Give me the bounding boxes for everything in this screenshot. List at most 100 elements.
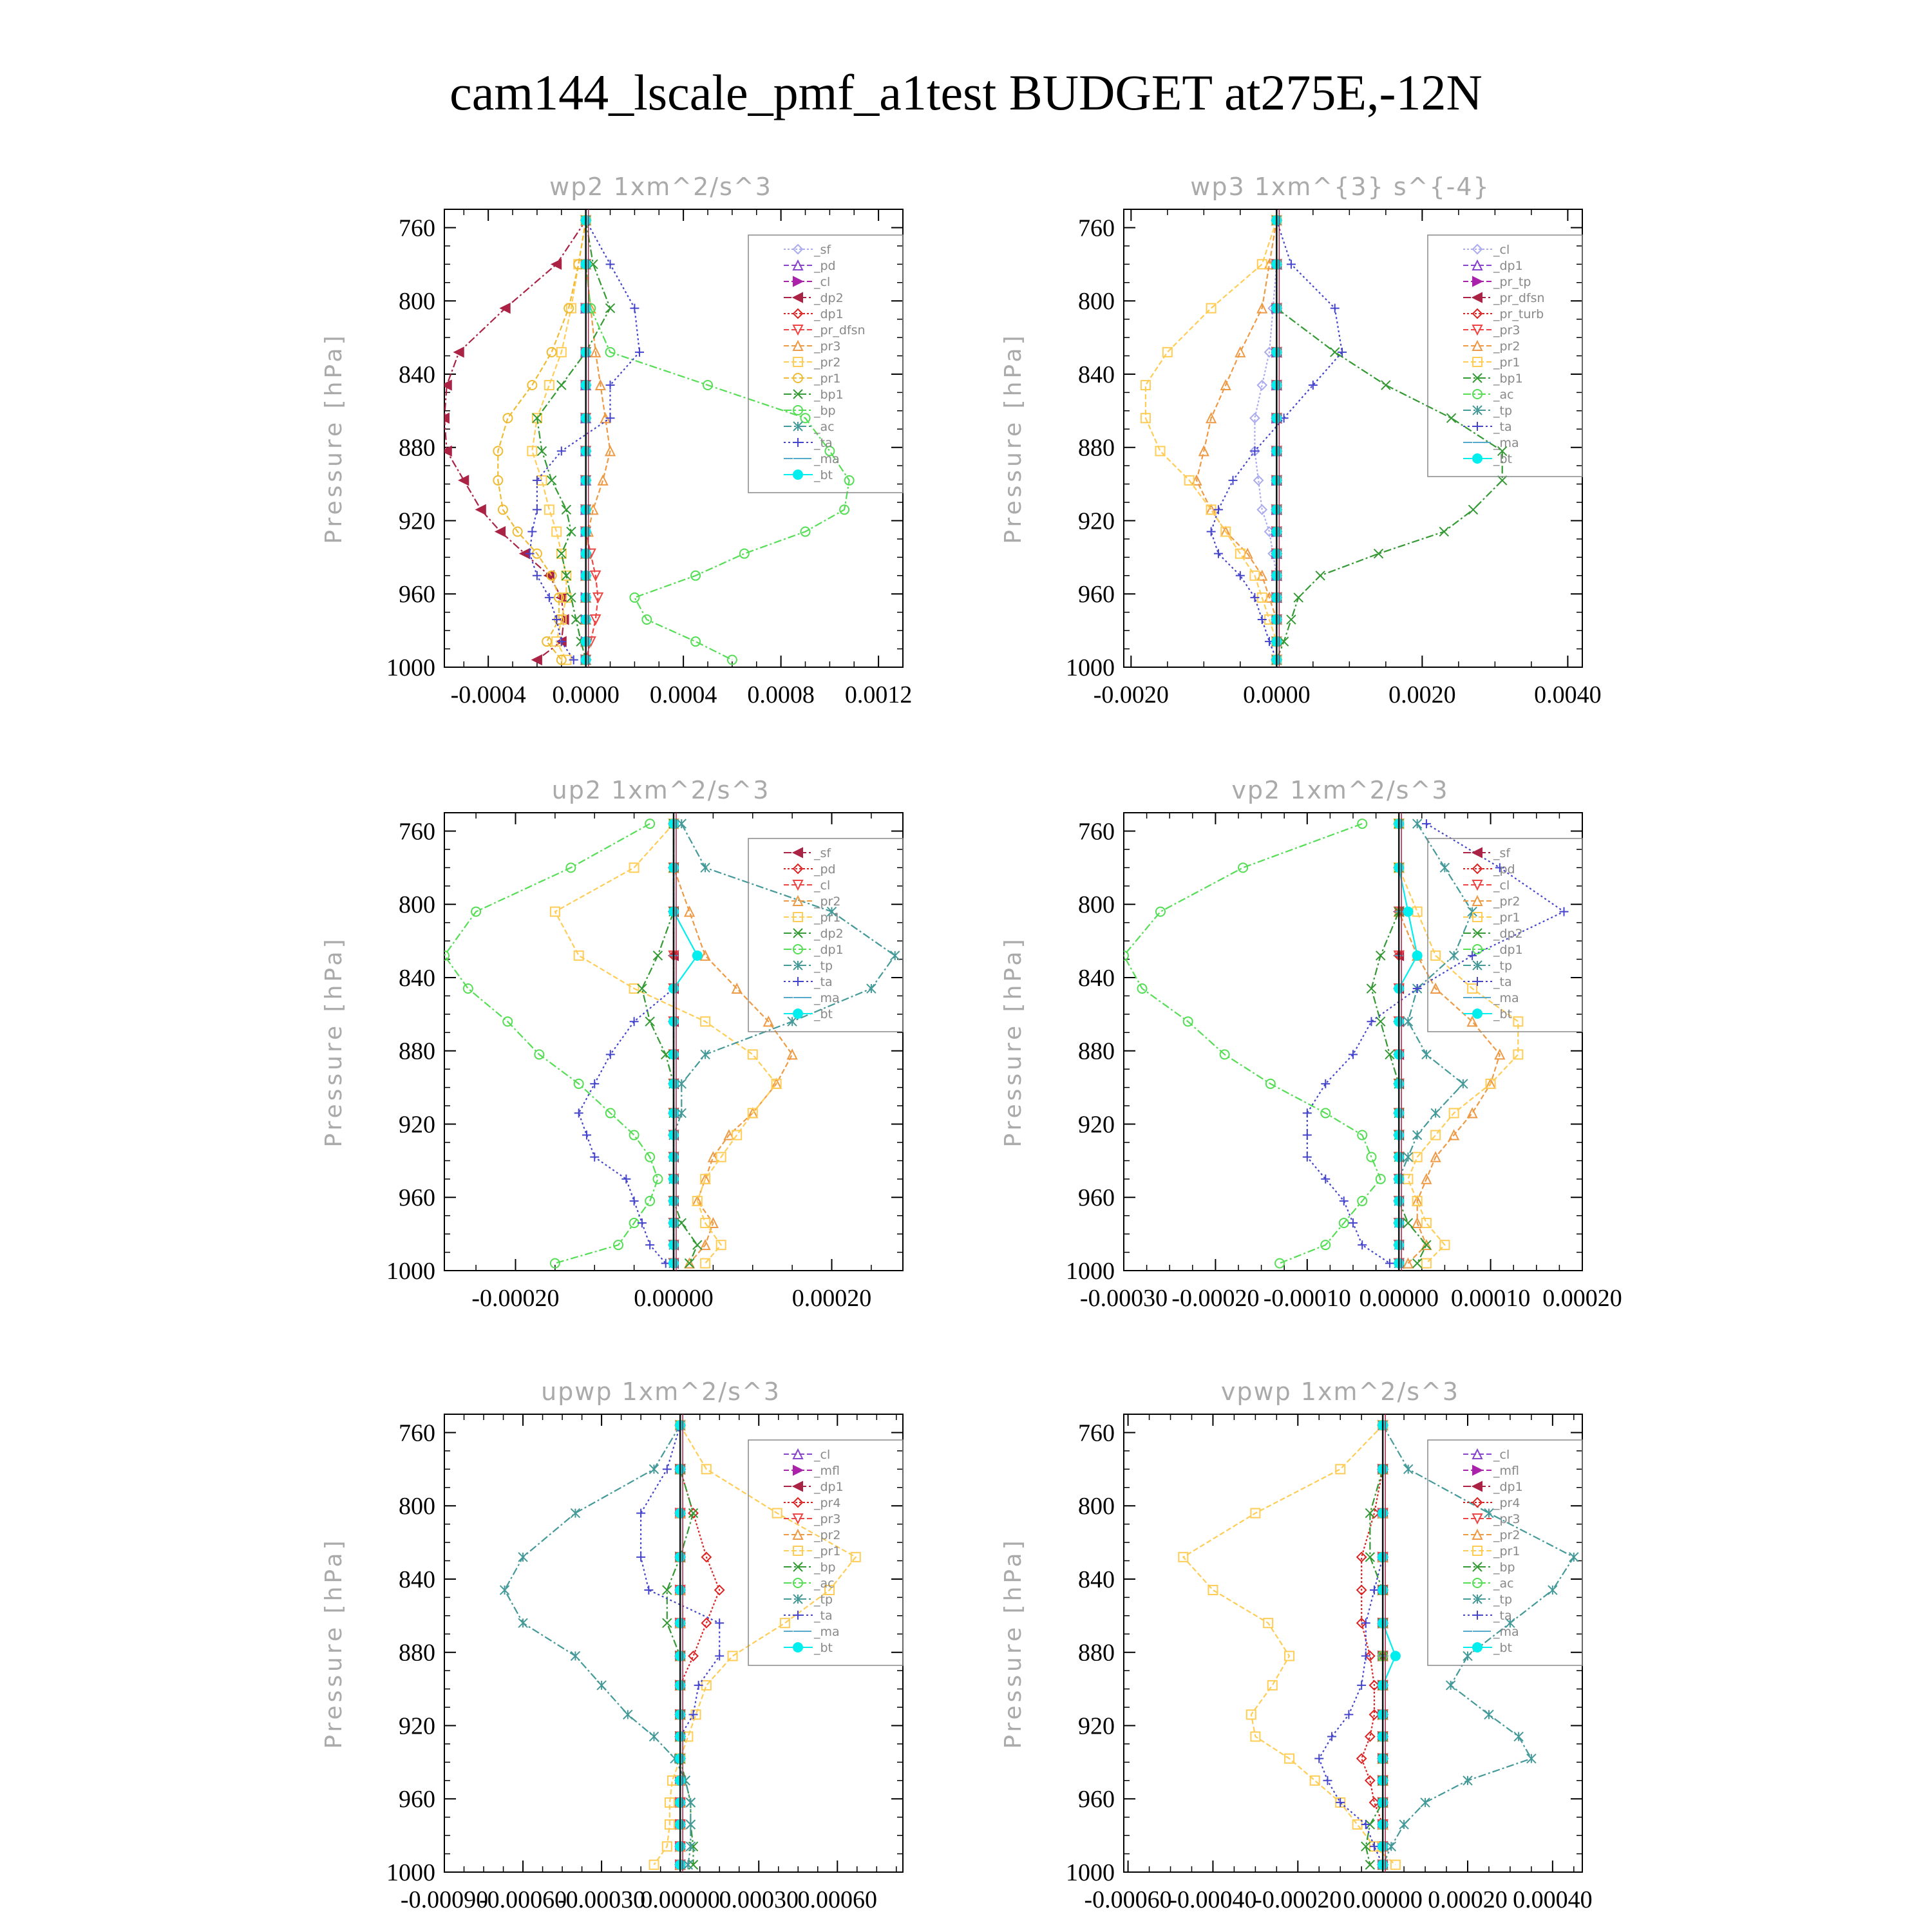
data-point-tp	[649, 1731, 659, 1742]
data-point-ta	[1367, 1017, 1376, 1027]
chart-panel-6: vpwp 1xm^2/s^3 Pressure [hPa] 760 800 840 880…	[1000, 1378, 1593, 1913]
y-axis-label: Pressure [hPa]	[1000, 936, 1027, 1147]
data-point-dp1	[652, 1173, 663, 1184]
data-point-pr2	[1421, 1173, 1432, 1184]
data-point-ta	[634, 347, 644, 357]
chart-panel-5: upwp 1xm^2/s^3 Pressure [hPa] 760 800 840 880…	[321, 1378, 904, 1913]
data-point-pr1	[1284, 1651, 1295, 1662]
legend-marker	[793, 944, 803, 954]
data-point-pr1	[1263, 1618, 1274, 1629]
legend-marker	[1472, 276, 1484, 287]
data-point-pr1	[1390, 1859, 1401, 1870]
legend-label: _ma	[813, 1625, 840, 1639]
legend-label: _mfl	[813, 1464, 840, 1478]
data-point-pr1	[1208, 1585, 1218, 1596]
data-point-ta	[715, 1618, 724, 1628]
data-point-pr1	[1513, 1049, 1524, 1060]
data-point-pr2	[1256, 302, 1268, 314]
y-axis-label: Pressure [hPa]	[321, 1537, 347, 1748]
x-tick-label: 0.00030	[719, 1886, 799, 1913]
data-point-ta	[556, 446, 566, 456]
data-point-ta	[1357, 1680, 1367, 1690]
data-point-bp	[690, 636, 701, 647]
data-point-pr1	[1421, 1218, 1432, 1229]
legend-marker	[792, 1528, 804, 1540]
data-point-pr1	[1513, 1016, 1524, 1027]
data-point-tp	[1430, 1108, 1441, 1119]
legend: _cl _mfl _dp1 _pr4 _pr3 _pr2 _pr1 _bp _ac _tp _ta _…	[1427, 1439, 1583, 1666]
legend-marker	[793, 405, 803, 415]
legend-marker	[793, 1578, 803, 1588]
data-point-tp	[570, 1651, 581, 1662]
y-tick-label: 840	[1078, 965, 1115, 992]
data-point-pr4	[1368, 1797, 1380, 1808]
data-point-bp1	[1286, 614, 1296, 625]
data-point-tp	[1484, 1709, 1494, 1720]
y-tick-label: 920	[399, 1111, 435, 1138]
data-point-pr2	[1448, 1129, 1460, 1141]
data-point-pr1	[542, 636, 553, 647]
data-point-pr1	[700, 1173, 711, 1184]
panel-title: up2 1xm^2/s^3	[552, 776, 770, 804]
data-point-ta	[590, 1079, 600, 1088]
data-point-pr1	[1448, 1108, 1459, 1119]
y-tick-label: 960	[399, 1184, 435, 1211]
y-tick-label: 800	[1078, 891, 1115, 918]
x-tick-label: -0.00090	[401, 1886, 488, 1913]
y-tick-label: 920	[1078, 1712, 1115, 1739]
data-point-tp	[866, 983, 876, 994]
data-point-pr1	[1155, 446, 1166, 457]
data-point-ta	[1361, 1618, 1370, 1628]
legend-marker	[792, 325, 804, 336]
legend-label: _dp1	[1493, 943, 1523, 957]
legend-label: _pr_tp	[1493, 275, 1531, 289]
y-tick-label: 960	[1078, 1184, 1115, 1211]
data-point-dp2	[637, 983, 647, 994]
data-point-pr2	[1421, 1238, 1432, 1251]
data-point-ta	[1336, 1797, 1345, 1807]
y-tick-label: 800	[399, 891, 435, 918]
series-line-pr1	[653, 1425, 857, 1866]
data-point-dp1	[645, 1151, 656, 1162]
data-point-pr1	[573, 950, 584, 961]
y-tick-label: 1000	[1066, 1258, 1115, 1285]
legend-label: _tp	[1493, 1593, 1512, 1607]
data-point-pr1	[554, 592, 564, 603]
y-tick-label: 880	[1078, 1038, 1115, 1065]
data-point-pr1	[493, 446, 504, 457]
legend: _cl _mfl _dp1 _pr4 _pr3 _pr2 _pr1 _bp _ac _tp _ta _…	[748, 1439, 904, 1666]
legend-marker	[793, 276, 804, 287]
y-tick-label: 1000	[386, 1859, 435, 1886]
series-line-dp1	[1124, 823, 1381, 1264]
data-point-pr2	[1430, 982, 1441, 994]
data-point-pr2	[1206, 412, 1217, 424]
data-point-pr3	[604, 445, 616, 457]
data-point-tp	[685, 1797, 696, 1808]
series-line-pr1	[1398, 824, 1519, 1264]
data-point-dp1	[1137, 983, 1148, 994]
data-point-ta	[1349, 1218, 1358, 1228]
data-point-dp1	[1357, 1130, 1368, 1141]
data-point-bp1	[556, 548, 567, 559]
data-point-pr1	[700, 1016, 711, 1027]
legend-label: _pr2	[813, 355, 840, 370]
legend-marker	[793, 373, 803, 383]
data-point-pr1	[715, 1240, 726, 1251]
legend-label: _dp1	[813, 943, 844, 957]
data-point-pr4	[701, 1617, 712, 1629]
legend-label: _ta	[1493, 975, 1512, 989]
data-point-pr1	[549, 906, 560, 917]
data-point-pr_dfsn	[590, 570, 601, 582]
data-point-ta	[1330, 303, 1340, 313]
legend-label: _ma	[813, 452, 840, 466]
legend-marker	[1472, 1546, 1482, 1556]
x-tick-label: 0.00000	[1343, 1886, 1423, 1913]
data-point-dp2	[1403, 1218, 1414, 1228]
data-point-ta	[621, 1174, 631, 1184]
legend-marker	[792, 259, 804, 270]
x-tick-label: -0.0004	[451, 681, 526, 708]
data-point-tp	[676, 1079, 687, 1089]
data-point-pr1	[1250, 1508, 1261, 1519]
legend-label: _ta	[1493, 1609, 1512, 1623]
data-point-bp1	[1381, 380, 1391, 390]
